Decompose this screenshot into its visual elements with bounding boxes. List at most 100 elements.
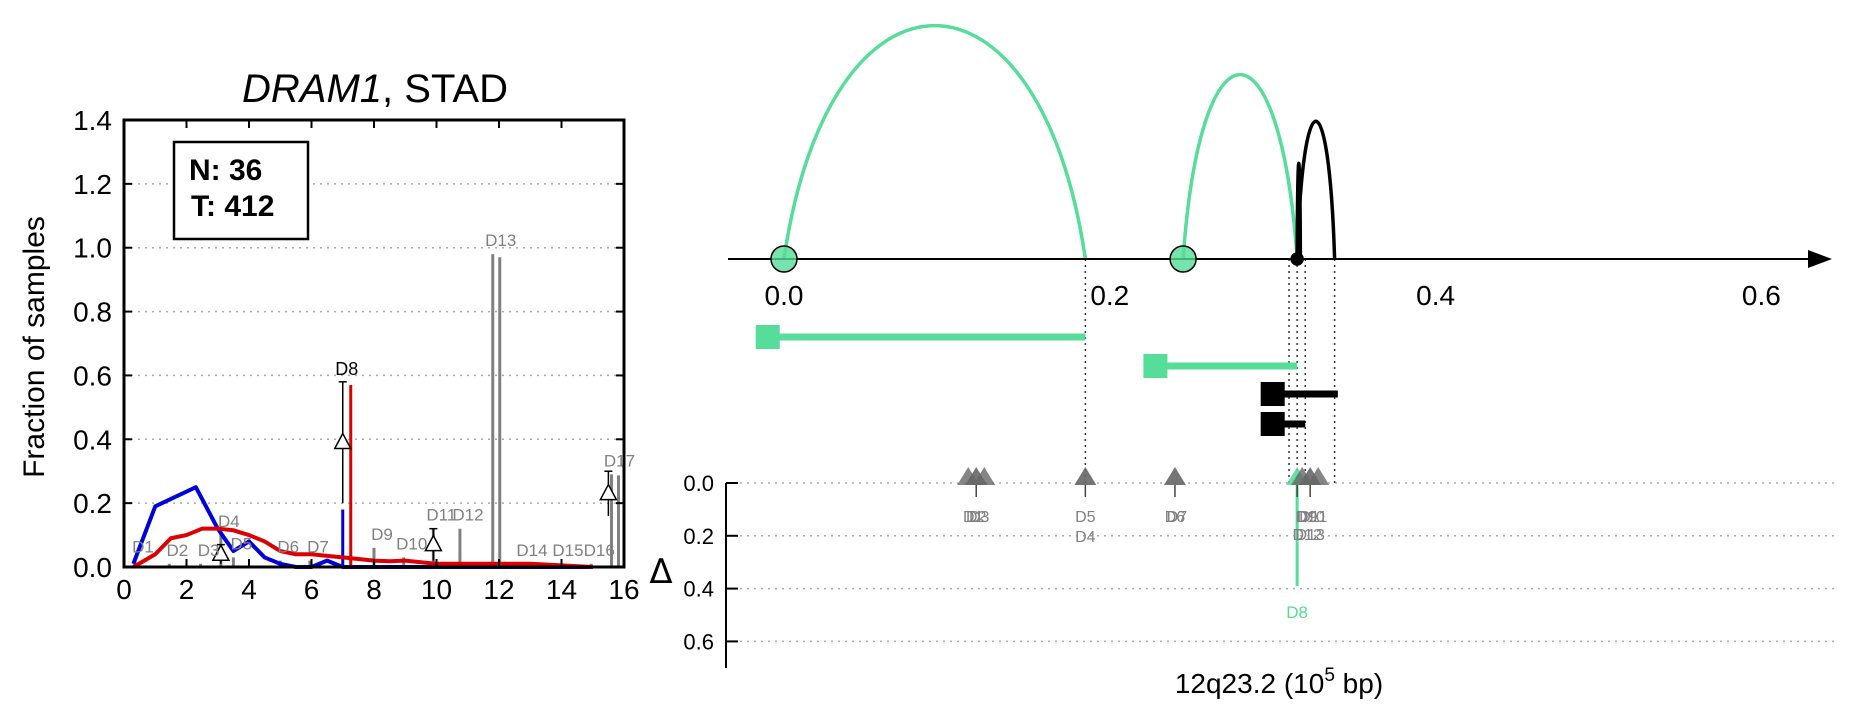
- transcripts: [755, 325, 1338, 436]
- bar-label: D2: [166, 541, 188, 560]
- bar-label: D13: [485, 231, 516, 250]
- bar-label: D17: [604, 451, 635, 470]
- y-tick-label: 0.2: [73, 488, 112, 519]
- triangle-marker: [1307, 467, 1330, 485]
- delta-tick-label: 0.2: [683, 524, 714, 549]
- title-gene: DRAM1: [242, 67, 382, 111]
- delta-tick-label: 0.4: [683, 577, 714, 602]
- triangle-marker: [211, 543, 231, 561]
- arc-3: [1295, 161, 1303, 260]
- triangle-marker: [973, 467, 996, 485]
- t-count: T: 412: [191, 190, 274, 223]
- fraction-chart: DRAM1, STAD Fraction of samples D1 D2 D3 D4…: [18, 67, 640, 605]
- triangle-marker: [424, 534, 443, 552]
- x-tick-label: 8: [366, 574, 382, 605]
- bar-label: D5: [231, 534, 253, 553]
- y-tick-label: 0.4: [73, 424, 112, 455]
- axis-arrow-icon: [1808, 250, 1832, 268]
- genome-tick-label: 0.6: [1742, 280, 1781, 311]
- triangle-marker: [599, 482, 618, 501]
- triangle-marker: [1074, 467, 1097, 485]
- delta-tick-label: 0.6: [683, 629, 714, 654]
- marker-label: D3: [969, 509, 990, 526]
- marker-label: D10: [1295, 509, 1324, 526]
- bar-label: D11: [426, 506, 456, 525]
- delta-axis: 0.0 0.2 0.4 0.6: [683, 471, 738, 668]
- bar-label: D16: [584, 541, 615, 560]
- x-tick-label: 14: [546, 574, 577, 605]
- bar-label: D6: [277, 538, 299, 557]
- bar-label: D4: [218, 512, 240, 531]
- triangle-marker: [957, 467, 980, 485]
- y-tick-label: 0.8: [73, 297, 112, 328]
- x-tick-label: 6: [304, 574, 320, 605]
- bar-label: D1: [132, 538, 154, 557]
- transcript-line: [1155, 362, 1298, 370]
- x-tick-label: 0: [116, 574, 132, 605]
- y-tick-label: 0.6: [73, 360, 112, 391]
- bars: [133, 254, 620, 567]
- transcript-line: [767, 333, 1086, 341]
- node: [1169, 245, 1197, 273]
- bar-label: D15: [552, 541, 583, 560]
- genome-ticks: 0.00.20.40.60.81.01.2: [765, 280, 1781, 311]
- nodes: [770, 245, 1304, 273]
- genome-tick-label: 0.2: [1090, 280, 1129, 311]
- y-tick-label: 1.4: [73, 105, 112, 136]
- y-axis-label: Fraction of samples: [18, 216, 51, 478]
- axis-ticks: 0.0 0.2 0.4 0.6 0.8 1.0 1.2 1.4 0 2 4 6 8 10 12 14 16: [73, 105, 640, 605]
- triangle-marker: [1163, 467, 1186, 485]
- marker-label: D1: [963, 509, 984, 526]
- bar-label: D7: [307, 538, 329, 557]
- y-tick-label: 0.0: [73, 552, 112, 583]
- genome-tick-label: 0.0: [765, 280, 804, 311]
- genome-axis: [728, 250, 1832, 268]
- node: [770, 245, 798, 273]
- marker-label: D7: [1167, 509, 1188, 526]
- delta-tick-label: 0.0: [683, 471, 714, 496]
- bar-label: D10: [396, 534, 427, 553]
- node: [1290, 252, 1304, 266]
- x-tick-label: 10: [421, 574, 452, 605]
- sample-count-box: N: 36 T: 412: [172, 140, 310, 241]
- arc-2: [1295, 119, 1337, 260]
- marker-label: D11: [1299, 509, 1327, 526]
- bar-label: D12: [452, 506, 483, 525]
- marker-label: D13: [1295, 527, 1324, 544]
- arc-1: [1181, 72, 1299, 260]
- x-tick-label: 12: [483, 574, 514, 605]
- arc-0: [782, 24, 1088, 260]
- chart-title: DRAM1, STAD: [242, 67, 508, 111]
- bar-label: D14: [516, 541, 547, 560]
- x-tick-label: 16: [608, 574, 639, 605]
- marker-label: D4: [1075, 529, 1096, 546]
- y-tick-label: 1.2: [73, 169, 112, 200]
- y-tick-label: 1.0: [73, 233, 112, 264]
- marker-label: D5: [1075, 509, 1096, 526]
- triangle-marker: [333, 431, 352, 450]
- x-tick-label: 4: [241, 574, 257, 605]
- highlight-label: D8: [335, 359, 358, 379]
- genome-tick-label: 0.4: [1416, 280, 1455, 311]
- arcs: [782, 24, 1337, 260]
- guide-lines: [1084, 259, 1336, 483]
- transcript-line: [1272, 420, 1306, 428]
- bar-label: D3: [198, 541, 220, 560]
- marker-label: D12: [1292, 527, 1321, 544]
- x-tick-label: 2: [179, 574, 195, 605]
- tumor-line: [132, 526, 593, 569]
- marker-label: D6: [1165, 509, 1186, 526]
- marker-label: D9: [1297, 509, 1318, 526]
- delta-grid: [726, 482, 1835, 643]
- x-axis-label: 12q23.2 (105 bp): [1175, 665, 1383, 699]
- bar-label: D9: [371, 525, 393, 544]
- triangle-markers: [211, 381, 618, 564]
- transcript-line: [1272, 390, 1338, 398]
- delta-label: Δ: [649, 552, 672, 592]
- marker-label: D2: [966, 509, 987, 526]
- triangle-marker: [1291, 467, 1314, 485]
- delta-markers: D1D2D3D4D5D6D7D8D9D10D11D12D13D14D15D16D…: [957, 467, 1330, 622]
- delta-label-d8: D8: [1286, 603, 1308, 622]
